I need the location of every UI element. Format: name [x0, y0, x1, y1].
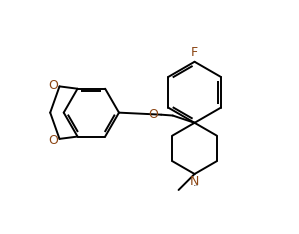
Text: methyl: methyl [193, 185, 199, 186]
Text: O: O [48, 134, 58, 146]
Text: N: N [190, 175, 199, 188]
Text: F: F [191, 46, 198, 59]
Text: O: O [48, 79, 58, 92]
Text: O: O [148, 108, 158, 121]
